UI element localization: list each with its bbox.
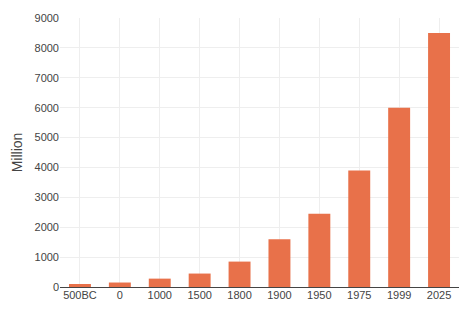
svg-text:0: 0 xyxy=(53,281,59,293)
svg-text:500BC: 500BC xyxy=(63,289,97,301)
svg-text:4000: 4000 xyxy=(35,161,59,173)
svg-text:8000: 8000 xyxy=(35,42,59,54)
svg-text:7000: 7000 xyxy=(35,72,59,84)
svg-text:6000: 6000 xyxy=(35,102,59,114)
svg-text:1000: 1000 xyxy=(148,289,172,301)
svg-text:2000: 2000 xyxy=(35,221,59,233)
svg-text:9000: 9000 xyxy=(35,12,59,24)
svg-text:1500: 1500 xyxy=(187,289,211,301)
svg-text:5000: 5000 xyxy=(35,131,59,143)
svg-text:0: 0 xyxy=(117,289,123,301)
svg-text:Million: Million xyxy=(9,133,25,173)
svg-text:1000: 1000 xyxy=(35,251,59,263)
svg-text:1800: 1800 xyxy=(227,289,251,301)
svg-text:1950: 1950 xyxy=(307,289,331,301)
svg-text:1900: 1900 xyxy=(267,289,291,301)
svg-text:1999: 1999 xyxy=(387,289,411,301)
svg-text:1975: 1975 xyxy=(347,289,371,301)
svg-text:2025: 2025 xyxy=(427,289,451,301)
svg-text:3000: 3000 xyxy=(35,191,59,203)
